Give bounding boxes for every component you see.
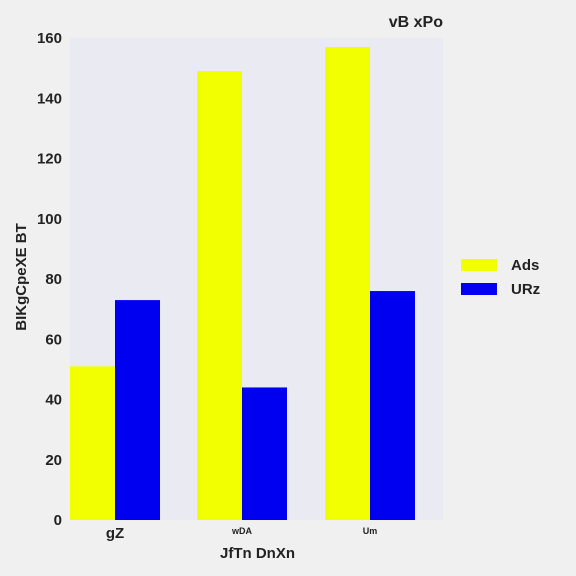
y-tick-label: 120 [37, 151, 62, 168]
y-tick-label: 20 [45, 452, 62, 469]
bar-ads-wda [197, 71, 242, 520]
chart-title: vB xPo [389, 14, 443, 31]
y-tick-label: 60 [45, 331, 62, 348]
x-tick-label: gZ [106, 525, 124, 542]
y-tick-label: 40 [45, 392, 62, 409]
y-tick-label: 100 [37, 211, 62, 228]
bar-urz-gz [115, 300, 160, 520]
x-tick-label: wDA [231, 526, 253, 536]
y-tick-label: 0 [54, 512, 62, 529]
x-tick-label: Um [363, 526, 378, 536]
x-axis-label: JfTn DnXn [220, 545, 295, 562]
legend-swatch-urz [461, 283, 497, 295]
y-tick-label: 140 [37, 90, 62, 107]
bar-ads-um [325, 47, 370, 520]
y-axis-label: BIKgCpeXE BT [13, 223, 30, 331]
y-tick-label: 160 [37, 30, 62, 47]
x-axis-ticks: gZ wDA Um [106, 525, 377, 542]
bar-ads-gz [70, 366, 115, 520]
bar-urz-um [370, 291, 415, 520]
legend-label-urz: URz [511, 281, 540, 298]
bars-layer [70, 47, 415, 520]
legend: Ads URz [461, 257, 540, 298]
legend-label-ads: Ads [511, 257, 539, 274]
y-tick-label: 80 [45, 271, 62, 288]
legend-swatch-ads [461, 259, 497, 271]
y-axis-ticks: 0 20 40 60 80 100 120 140 160 [37, 30, 62, 529]
bar-urz-wda [242, 387, 287, 520]
